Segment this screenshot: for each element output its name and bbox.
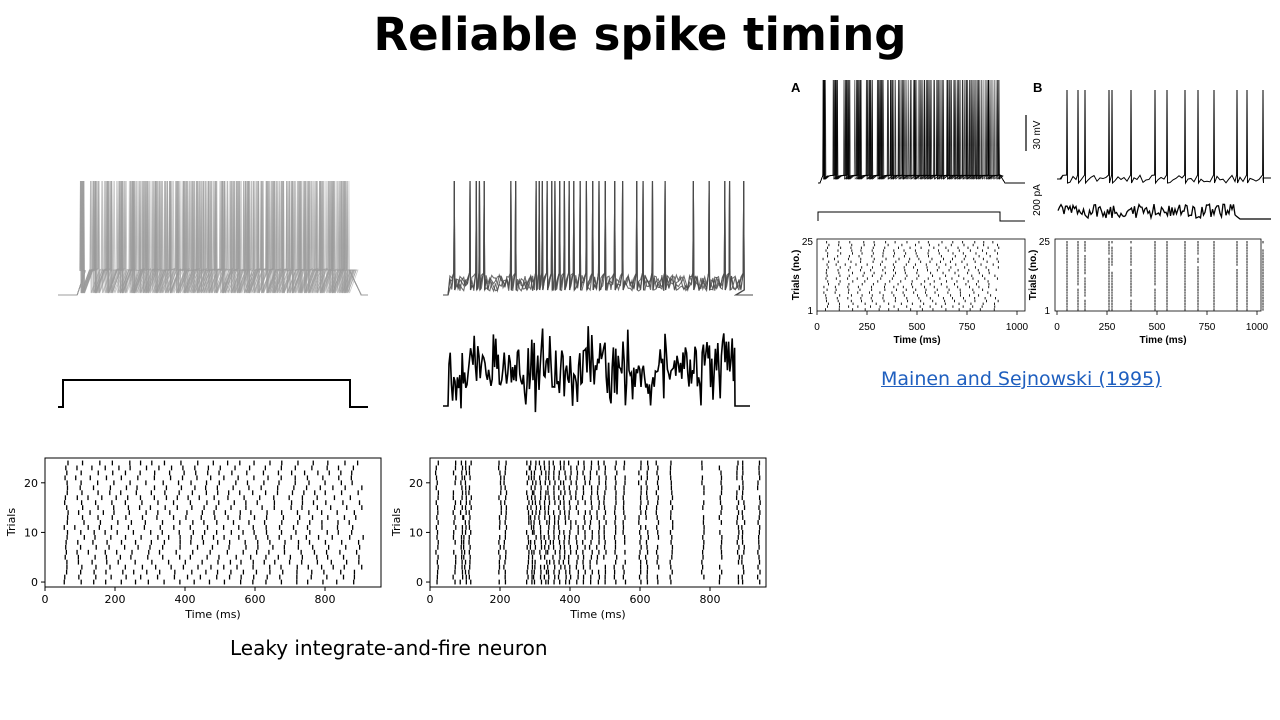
x-tick-label: 600: [245, 593, 266, 606]
model-caption: Leaky integrate-and-fire neuron: [230, 636, 548, 660]
paper-x-tick-label: 1000: [1006, 322, 1029, 333]
paper-b-ylabel: Trials (no.): [1028, 250, 1039, 301]
x-tick-label: 800: [700, 593, 721, 606]
x-tick-label: 0: [42, 593, 49, 606]
x-tick-label: 800: [315, 593, 336, 606]
paper-x-tick-label: 0: [814, 322, 820, 333]
paper-x-tick-label: 250: [859, 322, 876, 333]
x-tick-label: 200: [490, 593, 511, 606]
y-tick-label: 20: [24, 477, 38, 490]
paper-b-ytick-25: 25: [1039, 237, 1051, 248]
raster-right-xlabel: Time (ms): [569, 608, 625, 621]
y-tick-label: 0: [31, 576, 38, 589]
paper-x-tick-label: 750: [1199, 322, 1216, 333]
paper-x-tick-label: 500: [1149, 322, 1166, 333]
paper-trace: [818, 79, 1025, 184]
reference-link[interactable]: Mainen and Sejnowski (1995): [881, 368, 1162, 390]
paper-b-xlabel: Time (ms): [1139, 335, 1186, 346]
voltage-traces-constant: [58, 180, 368, 296]
y-tick-label: 10: [409, 526, 423, 539]
y-tick-label: 0: [416, 576, 423, 589]
paper-figure: A B 30 mV 200 pA 25 1 25 1 Trials (no.) …: [791, 79, 1271, 346]
x-tick-label: 200: [105, 593, 126, 606]
paper-x-tick-label: 1000: [1246, 322, 1269, 333]
scale-voltage: 30 mV: [1032, 120, 1043, 149]
voltage-traces-noisy: [443, 180, 753, 296]
paper-trace: [1057, 89, 1271, 185]
paper-trace: [818, 79, 1025, 184]
paper-x-tick-label: 0: [1054, 322, 1060, 333]
panel-a-label: A: [791, 80, 801, 95]
paper-a-ytick-1: 1: [807, 306, 813, 317]
paper-x-tick-label: 500: [909, 322, 926, 333]
raster-left-ylabel: Trials: [5, 508, 18, 537]
x-tick-label: 600: [630, 593, 651, 606]
y-tick-label: 20: [409, 477, 423, 490]
raster-plot-constant: 0 200 400 600 800 0 10 20 Time (ms) Trials: [5, 457, 382, 621]
voltage-trace: [443, 180, 753, 296]
voltage-trace: [58, 180, 368, 296]
raster-left-xlabel: Time (ms): [184, 608, 240, 621]
paper-a-xlabel: Time (ms): [893, 335, 940, 346]
paper-x-tick-label: 250: [1099, 322, 1116, 333]
paper-a-ytick-25: 25: [802, 237, 814, 248]
scale-current: 200 pA: [1032, 184, 1043, 216]
paper-b-ytick-1: 1: [1044, 306, 1050, 317]
x-tick-label: 400: [560, 593, 581, 606]
x-tick-label: 400: [175, 593, 196, 606]
current-noisy: [443, 326, 750, 413]
panel-b-label: B: [1033, 80, 1042, 95]
raster-plot-noisy: 0 200 400 600 800 0 10 20 Time (ms) Trials: [390, 457, 767, 621]
voltage-trace: [58, 180, 368, 296]
paper-x-tick-label: 750: [959, 322, 976, 333]
slide-title: Reliable spike timing: [373, 8, 907, 61]
raster-right-ylabel: Trials: [390, 508, 403, 537]
paper-a-ylabel: Trials (no.): [791, 250, 802, 301]
y-tick-label: 10: [24, 526, 38, 539]
current-step-constant: [58, 379, 368, 408]
x-tick-label: 0: [427, 593, 434, 606]
voltage-trace: [58, 180, 368, 296]
